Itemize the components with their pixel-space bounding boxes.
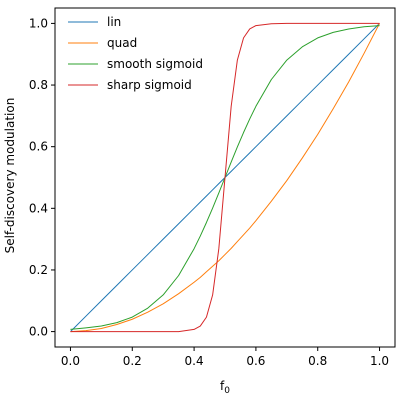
series-layer (70, 22, 380, 333)
legend-label-sharp-sigmoid: sharp sigmoid (107, 78, 192, 92)
x-tick-label: 0.6 (246, 354, 265, 368)
x-tick-label: 0.8 (308, 354, 327, 368)
y-axis-label: Self-discovery modulation (3, 98, 17, 254)
x-tick-label: 0.0 (61, 354, 80, 368)
legend-label-quad: quad (107, 36, 137, 50)
axes-layer: 0.0 0.2 0.4 0.6 0.8 1.0 0.0 0.2 0.4 0.6 0.8 1.0 (29, 7, 396, 368)
x-tick-label: 0.2 (123, 354, 142, 368)
y-tick-label: 1.0 (29, 16, 48, 30)
legend-label-lin: lin (107, 15, 121, 29)
legend: lin quad smooth sigmoid sharp sigmoid (68, 15, 203, 92)
x-tick-label: 0.4 (185, 354, 204, 368)
x-axis-label-main: f (220, 379, 225, 393)
y-tick-label: 0.6 (29, 140, 48, 154)
y-tick-label: 0.4 (29, 201, 48, 215)
x-axis-label-subscript: 0 (224, 386, 230, 396)
x-axis-label: f0 (220, 379, 230, 396)
series-line-sharp-sigmoid (70, 22, 380, 333)
legend-label-smooth-sigmoid: smooth sigmoid (107, 57, 203, 71)
y-tick-label: 0.2 (29, 263, 48, 277)
x-tick-label: 1.0 (370, 354, 389, 368)
y-tick-label: 0.0 (29, 325, 48, 339)
y-tick-label: 0.8 (29, 78, 48, 92)
series-line-quad (70, 23, 380, 333)
axes-frame (54, 7, 396, 348)
